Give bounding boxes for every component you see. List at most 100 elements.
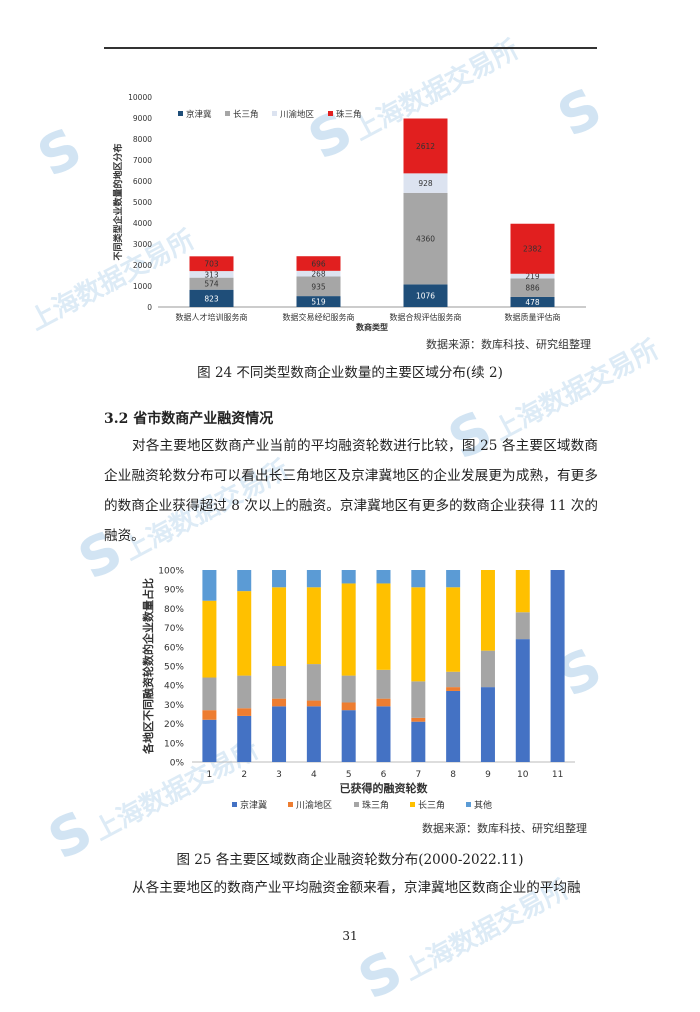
data-label: 313 (204, 270, 219, 279)
bar-segment (306, 587, 321, 665)
x-tick-label: 9 (485, 770, 491, 780)
bar-segment (376, 583, 391, 670)
legend-label: 珠三角 (362, 799, 389, 811)
y-tick-label: 6000 (133, 177, 152, 186)
y-tick-label: 20% (164, 720, 184, 730)
bar-segment (480, 687, 495, 762)
x-tick-label: 6 (381, 770, 387, 780)
data-label: 2382 (523, 245, 542, 254)
y-tick-label: 90% (164, 586, 184, 596)
x-tick-label: 数据交易经纪服务商 (283, 312, 355, 322)
data-label: 935 (311, 282, 326, 291)
bar-segment (296, 296, 341, 307)
bar-segment (480, 650, 495, 688)
bar-segment (272, 587, 287, 666)
bar-segment (411, 681, 426, 718)
bar-segment (306, 570, 321, 588)
bar-segment (403, 192, 448, 285)
bar-segment (306, 706, 321, 762)
x-tick-label: 4 (311, 770, 317, 780)
y-tick-label: 4000 (133, 219, 152, 228)
bar-segment (411, 570, 426, 588)
data-label: 574 (204, 280, 219, 289)
bar-segment (272, 666, 287, 699)
x-axis-label: 数商类型 (356, 322, 388, 332)
data-label: 823 (204, 294, 219, 303)
data-label: 886 (525, 284, 540, 293)
data-label: 478 (525, 298, 540, 307)
bar-segment (403, 284, 448, 307)
legend-label: 京津冀 (240, 799, 267, 811)
y-tick-label: 9000 (133, 114, 152, 123)
y-tick-label: 3000 (133, 240, 152, 249)
bar-segment (296, 276, 341, 297)
data-label: 928 (418, 179, 433, 188)
bar-segment (446, 687, 461, 691)
bar-segment (515, 570, 530, 613)
bar-segment (189, 256, 234, 272)
y-tick-label: 7000 (133, 156, 152, 165)
y-tick-label: 10% (164, 739, 184, 749)
bar-segment (296, 270, 341, 277)
y-tick-label: 40% (164, 682, 184, 692)
bar-segment (446, 671, 461, 688)
bar-segment (341, 702, 356, 711)
x-tick-label: 1 (207, 770, 213, 780)
bar-segment (411, 717, 426, 722)
data-label: 219 (525, 272, 540, 281)
bar-segment (202, 719, 217, 762)
legend-swatch (232, 802, 237, 807)
bar-segment (510, 223, 555, 274)
legend-swatch (354, 802, 359, 807)
legend-label: 川渝地区 (280, 109, 315, 120)
y-axis-label: 各地区不同融资轮数的企业数量占比 (141, 578, 155, 755)
y-tick-label: 30% (164, 701, 184, 711)
bar-segment (376, 669, 391, 699)
bar-segment (237, 591, 252, 676)
bar-segment (189, 271, 234, 278)
bar-segment (480, 570, 495, 651)
y-tick-label: 8000 (133, 135, 152, 144)
bar-segment (341, 675, 356, 703)
x-tick-label: 7 (415, 770, 421, 780)
bar-segment (510, 278, 555, 297)
y-axis-label: 不同类型企业数量的地区分布 (112, 143, 124, 260)
y-tick-label: 80% (164, 605, 184, 615)
paragraph-1: 对各主要地区数商产业当前的平均融资轮数进行比较，图 25 各主要区域数商企业融资… (104, 438, 598, 544)
section-title: 3.2 省市数商产业融资情况 (104, 411, 274, 427)
x-axis-label: 已获得的融资轮数 (340, 781, 429, 795)
x-tick-label: 数据合规评估服务商 (390, 312, 462, 322)
legend-swatch (288, 802, 293, 807)
bar-segment (515, 612, 530, 640)
page-number: 31 (342, 929, 358, 943)
x-tick-label: 8 (450, 770, 456, 780)
bar-segment (510, 273, 555, 279)
bar-segment (202, 677, 217, 711)
legend-label: 长三角 (418, 799, 445, 811)
data-label: 519 (311, 298, 326, 307)
bar-segment (306, 700, 321, 707)
data-label: 696 (311, 260, 326, 269)
bar-segment (272, 570, 287, 588)
y-tick-label: 10000 (128, 93, 152, 102)
legend-label: 京津冀 (186, 109, 212, 120)
bar-segment (306, 664, 321, 701)
legend-label: 珠三角 (336, 109, 362, 120)
legend-swatch (328, 111, 333, 116)
y-tick-label: 0 (147, 303, 152, 312)
x-tick-label: 数据质量评估商 (505, 312, 561, 322)
chart-24: 0 1000 2000 3000 4000 5000 6000 7000 8000 9000 100… (112, 93, 586, 332)
y-tick-label: 5000 (133, 198, 152, 207)
y-tick-label: 100% (158, 567, 184, 577)
legend-swatch (410, 802, 415, 807)
y-tick-label: 50% (164, 663, 184, 673)
legend-label: 长三角 (233, 109, 259, 120)
bar-segment (202, 570, 217, 601)
y-tick-label: 70% (164, 624, 184, 634)
bar-segment (341, 710, 356, 762)
y-tick-label: 1000 (133, 282, 152, 291)
bar-segment (237, 715, 252, 762)
bar-segment (341, 570, 356, 584)
bar-segment (403, 173, 448, 193)
legend-swatch (466, 802, 471, 807)
